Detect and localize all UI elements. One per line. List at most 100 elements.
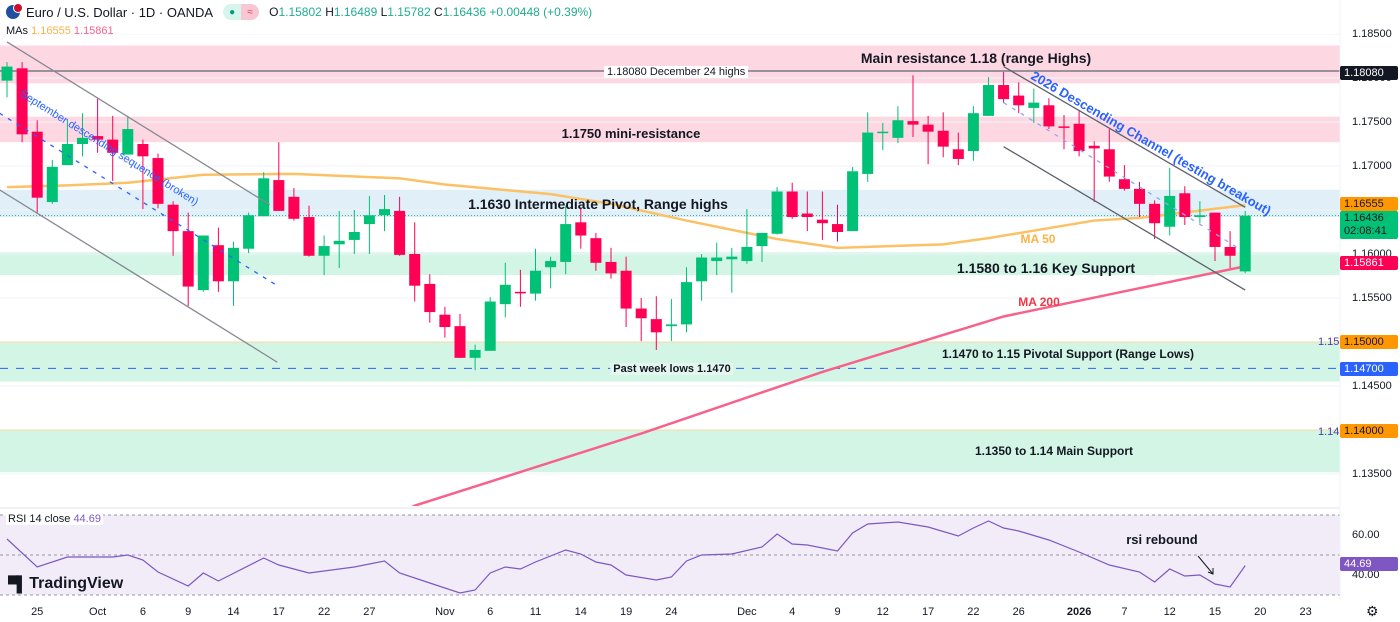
candle-up xyxy=(318,246,330,256)
date-tick-label: 11 xyxy=(529,606,542,618)
arrow-head-icon xyxy=(1207,568,1214,575)
candle-up xyxy=(862,132,874,174)
candle-down xyxy=(288,196,300,219)
candle-down xyxy=(1043,105,1055,127)
date-tick-label: 25 xyxy=(31,606,44,618)
candle-up xyxy=(1194,215,1206,218)
date-tick-label: 9 xyxy=(834,606,841,618)
key-support-label[interactable]: 1.1580 to 1.16 Key Support xyxy=(956,260,1136,276)
level-115-badge: 1.15000 xyxy=(1340,335,1398,349)
candle-up xyxy=(1239,215,1251,272)
key-support-zone xyxy=(0,252,1340,276)
rsi-rebound-label[interactable]: rsi rebound xyxy=(1126,532,1198,547)
candle-up xyxy=(1164,195,1176,227)
candle-up xyxy=(530,270,541,294)
candle-down xyxy=(1058,126,1070,128)
candle-up xyxy=(681,282,692,325)
candle-up xyxy=(122,129,134,155)
candle-down xyxy=(514,291,526,294)
candle-down xyxy=(650,319,662,333)
ohlc-values: O1.15802 H1.16489 L1.15782 C1.16436 +0.0… xyxy=(269,5,593,19)
candle-up xyxy=(892,120,904,138)
pivotal-support-zone xyxy=(0,342,1340,382)
candle-down xyxy=(1118,179,1130,189)
market-status-pill[interactable]: ● ≈ xyxy=(223,4,260,20)
candle-up xyxy=(243,215,255,249)
symbol-title[interactable]: Euro / U.S. Dollar · 1D · OANDA xyxy=(26,4,214,20)
candle-down xyxy=(107,139,119,153)
rsi-tick-40: 40.00 xyxy=(1352,569,1380,581)
candle-down xyxy=(605,261,617,274)
mas-legend[interactable]: MAs 1.16555 1.15861 xyxy=(6,25,114,37)
approx-icon: ≈ xyxy=(241,4,260,20)
candle-up xyxy=(545,261,557,268)
rsi-tick-60: 60.00 xyxy=(1352,529,1380,541)
candle-up xyxy=(711,257,723,262)
candle-up xyxy=(469,349,481,358)
rsi-line xyxy=(6,520,1246,594)
candle-up xyxy=(46,166,58,203)
date-tick-label: 14 xyxy=(227,606,240,618)
date-tick-label: 17 xyxy=(921,606,935,618)
candle-up xyxy=(499,284,511,305)
date-tick-label: 2026 xyxy=(1066,606,1092,618)
ma200-line xyxy=(411,265,1246,506)
candle-up xyxy=(967,113,979,152)
candle-up xyxy=(877,131,889,134)
level-115-label: 1.15 xyxy=(1318,336,1340,348)
price-tick-label: 1.18500 xyxy=(1352,28,1392,40)
candle-up xyxy=(333,240,345,245)
rsi-layer xyxy=(0,514,1340,596)
sept-upper-trendline xyxy=(6,41,271,206)
last-price-badge: 1.16436 02:08:41 xyxy=(1340,211,1398,239)
candle-up xyxy=(363,215,375,225)
moving-averages-layer xyxy=(6,172,1246,506)
pivotal-support-label[interactable]: 1.1470 to 1.15 Pivotal Support (Range Lo… xyxy=(941,347,1195,361)
channel-upper-trendline xyxy=(1003,65,1246,208)
price-tick-label: 1.17000 xyxy=(1352,160,1392,172)
candle-down xyxy=(1209,212,1221,247)
candle-down xyxy=(424,283,436,313)
level-114-badge: 1.14000 xyxy=(1340,424,1398,438)
candle-up xyxy=(756,232,768,247)
settings-gear-icon[interactable]: ⚙ xyxy=(1366,603,1379,619)
candle-up xyxy=(1,66,13,81)
candle-up xyxy=(197,235,209,291)
rsi-legend[interactable]: RSI 14 close 44.69 xyxy=(6,513,103,525)
date-tick-label: 24 xyxy=(665,606,678,618)
candle-up xyxy=(560,224,572,262)
candle-down xyxy=(303,217,315,256)
main-resistance-label[interactable]: Main resistance 1.18 (range Highs) xyxy=(860,50,1092,66)
date-tick-label: 7 xyxy=(1121,606,1128,618)
candle-down xyxy=(409,254,421,286)
main-support-label[interactable]: 1.1350 to 1.14 Main Support xyxy=(974,444,1134,458)
candle-down xyxy=(786,191,798,218)
ma200-price-badge: 1.15861 xyxy=(1340,256,1398,270)
ma200-label[interactable]: MA 200 xyxy=(1018,295,1060,309)
mini-resistance-label[interactable]: 1.1750 mini-resistance xyxy=(561,126,701,141)
candle-down xyxy=(31,131,43,198)
candle-down xyxy=(1179,193,1191,218)
ma50-label[interactable]: MA 50 xyxy=(1020,232,1056,246)
pivot-label[interactable]: 1.1630 Intermediate Pivot, Range highs xyxy=(468,196,728,212)
candle-up xyxy=(847,171,859,232)
trendlines-layer[interactable] xyxy=(0,41,1246,363)
candle-up xyxy=(228,247,239,282)
candles-layer[interactable] xyxy=(1,62,1251,371)
candle-down xyxy=(907,121,919,125)
date-tick-label: 6 xyxy=(139,606,146,618)
past-week-lows-label[interactable]: Past week lows 1.1470 xyxy=(610,363,734,375)
tradingview-logo[interactable]: ▀▌ TradingView xyxy=(8,575,124,593)
date-tick-label: 19 xyxy=(619,606,633,618)
dec24-highs-label[interactable]: 1.18080 December 24 highs xyxy=(604,66,749,78)
candle-up xyxy=(379,209,390,216)
last-price: 1.16436 xyxy=(1344,212,1384,224)
candle-down xyxy=(137,144,149,157)
ma50-line xyxy=(6,172,1246,250)
rsi-value-badge: 44.69 xyxy=(1340,557,1398,571)
candle-down xyxy=(832,224,843,232)
rsi-rebound-arrow xyxy=(1197,555,1214,575)
candle-up xyxy=(348,232,360,240)
candle-down xyxy=(1224,246,1236,256)
